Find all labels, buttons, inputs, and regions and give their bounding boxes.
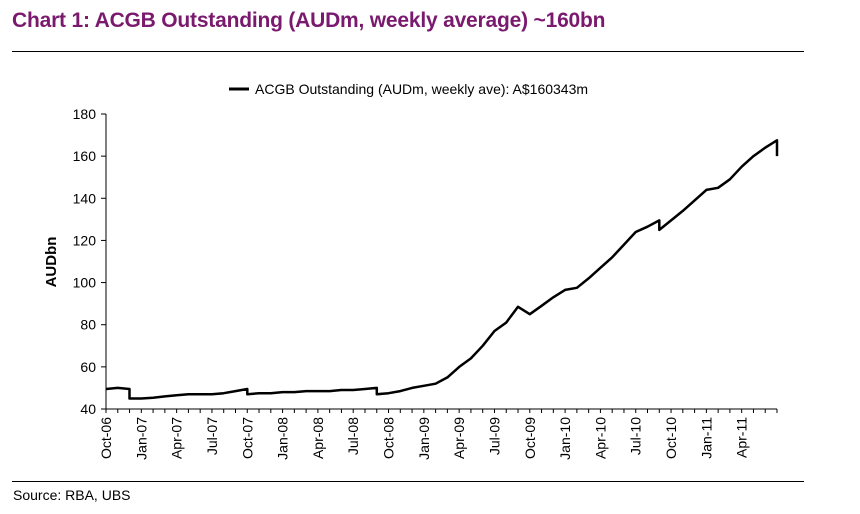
y-tick-label: 40 <box>80 401 96 417</box>
x-tick-label: Apr-07 <box>169 417 185 459</box>
chart-title: Chart 1: ACGB Outstanding (AUDm, weekly … <box>12 9 606 32</box>
x-tick-label: Oct-07 <box>239 417 255 459</box>
x-tick-label: Apr-11 <box>734 417 750 458</box>
y-tick-label: 160 <box>73 148 97 164</box>
bottom-divider <box>12 481 804 482</box>
x-tick-label: Jul-10 <box>628 417 644 455</box>
x-tick-label: Oct-06 <box>98 417 114 459</box>
plot-area: 40 60 80 100 120 140 160 180 Oct-06 Jan-07 Apr-07 J… <box>73 106 779 460</box>
y-tick-label: 180 <box>73 106 97 122</box>
y-axis-label: AUDbn <box>43 237 60 288</box>
y-tick-label: 140 <box>73 190 97 206</box>
x-tick-label: Oct-10 <box>663 417 679 459</box>
line-chart: ACGB Outstanding (AUDm, weekly ave): A$1… <box>43 81 779 460</box>
y-tick-label: 100 <box>73 275 97 291</box>
x-tick-label: Oct-08 <box>381 417 397 459</box>
x-tick-label: Jan-10 <box>557 417 573 460</box>
y-tick-label: 120 <box>73 232 97 248</box>
x-tick-label: Oct-09 <box>522 417 538 459</box>
legend-label: ACGB Outstanding (AUDm, weekly ave): A$1… <box>255 81 588 97</box>
x-tick-label: Jul-08 <box>345 417 361 455</box>
x-tick-label: Apr-09 <box>451 417 467 459</box>
x-tick-label: Jul-07 <box>204 417 220 455</box>
x-tick-label: Jul-09 <box>487 417 503 455</box>
legend: ACGB Outstanding (AUDm, weekly ave): A$1… <box>229 81 588 97</box>
x-tick-label: Apr-08 <box>310 417 326 459</box>
y-tick-label: 80 <box>80 317 96 333</box>
source-note: Source: RBA, UBS <box>13 487 131 503</box>
x-tick-label: Jan-07 <box>133 417 149 460</box>
series-line <box>105 139 779 400</box>
x-tick-label: Jan-11 <box>698 417 714 459</box>
top-divider <box>12 51 804 52</box>
x-tick-label: Jan-08 <box>275 417 291 460</box>
y-tick-label: 60 <box>80 359 96 375</box>
x-tick-label: Jan-09 <box>416 417 432 460</box>
x-tick-label: Apr-10 <box>592 417 608 459</box>
